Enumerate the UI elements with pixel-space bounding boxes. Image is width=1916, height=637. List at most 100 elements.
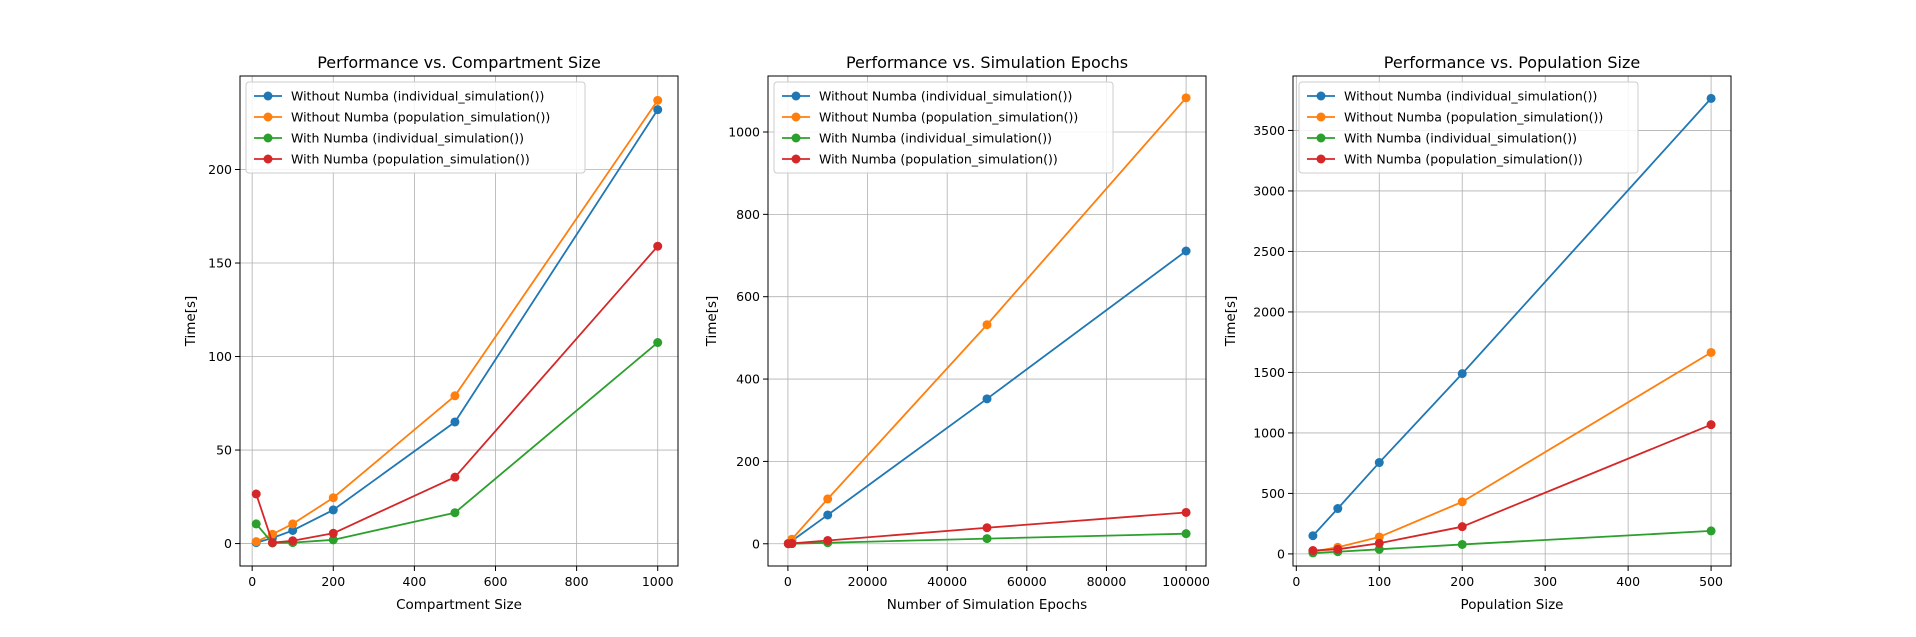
data-point	[653, 241, 663, 251]
data-point	[1706, 420, 1716, 430]
y-tick-label: 3000	[1253, 183, 1285, 198]
data-point	[251, 537, 261, 547]
data-point	[1181, 246, 1191, 256]
x-tick-label: 400	[1616, 574, 1640, 589]
x-tick-label: 200	[321, 574, 345, 589]
data-point	[823, 494, 833, 504]
legend-label: With Numba (individual_simulation())	[291, 131, 524, 146]
data-point	[653, 105, 663, 115]
data-point	[251, 489, 261, 499]
data-point	[787, 538, 797, 548]
x-tick-label: 80000	[1087, 574, 1127, 589]
data-point	[653, 338, 663, 348]
legend-marker	[1316, 133, 1326, 143]
data-point	[328, 528, 338, 538]
y-tick-label: 2500	[1253, 244, 1285, 259]
x-axis-label: Number of Simulation Epochs	[887, 597, 1087, 613]
legend-label: Without Numba (population_simulation())	[819, 110, 1078, 125]
data-point	[1706, 526, 1716, 536]
legend-label: Without Numba (individual_simulation())	[291, 89, 544, 104]
x-tick-label: 100	[1367, 574, 1391, 589]
x-tick-label: 0	[784, 574, 792, 589]
legend-marker	[263, 112, 273, 122]
legend-label: Without Numba (individual_simulation())	[819, 89, 1072, 104]
data-point	[653, 95, 663, 105]
data-point	[1457, 497, 1467, 507]
data-point	[1181, 93, 1191, 103]
data-point	[982, 523, 992, 533]
legend-marker	[1316, 154, 1326, 164]
y-tick-label: 200	[208, 162, 232, 177]
legend: Without Numba (individual_simulation()) W…	[1298, 81, 1639, 174]
legend: Without Numba (individual_simulation()) W…	[773, 81, 1114, 174]
data-point	[1181, 507, 1191, 517]
x-tick-label: 200	[1450, 574, 1474, 589]
y-axis-label: Time[s]	[704, 296, 720, 348]
y-tick-label: 150	[208, 256, 232, 271]
data-point	[1457, 539, 1467, 549]
legend-marker	[1316, 112, 1326, 122]
data-point	[1457, 369, 1467, 379]
data-point	[1181, 529, 1191, 539]
data-point	[450, 391, 460, 401]
legend-label: With Numba (population_simulation())	[291, 152, 530, 167]
legend-label: With Numba (population_simulation())	[1344, 152, 1583, 167]
legend-marker	[263, 154, 273, 164]
y-axis-label: Time[s]	[183, 296, 199, 348]
chart-panel-0: 0 200 400 600 800 1000 0 50 100 150 200 Performance…	[183, 53, 679, 613]
legend-label: With Numba (individual_simulation())	[819, 131, 1052, 146]
legend-box	[245, 81, 586, 174]
chart-title: Performance vs. Compartment Size	[317, 53, 601, 72]
axes-frame	[767, 75, 1207, 567]
x-tick-label: 300	[1533, 574, 1557, 589]
data-point	[823, 510, 833, 520]
data-point	[1706, 347, 1716, 357]
x-tick-label: 1000	[642, 574, 674, 589]
chart-title: Performance vs. Simulation Epochs	[846, 53, 1128, 72]
data-point	[328, 535, 338, 545]
data-point	[450, 417, 460, 427]
data-point	[1308, 546, 1318, 556]
data-point	[328, 505, 338, 515]
legend-label: Without Numba (individual_simulation())	[1344, 89, 1597, 104]
x-tick-label: 0	[248, 574, 256, 589]
axes-frame	[1292, 75, 1732, 567]
y-tick-label: 0	[224, 536, 232, 551]
series-line-3	[255, 245, 659, 544]
y-tick-label: 1000	[728, 125, 760, 140]
legend: Without Numba (individual_simulation()) W…	[245, 81, 586, 174]
y-tick-label: 0	[752, 536, 760, 551]
y-tick-label: 500	[1261, 486, 1285, 501]
legend-marker	[263, 133, 273, 143]
x-axis-label: Population Size	[1461, 597, 1564, 613]
chart-title: Performance vs. Population Size	[1384, 53, 1640, 72]
y-tick-label: 1000	[1253, 425, 1285, 440]
y-tick-label: 50	[216, 443, 232, 458]
y-tick-label: 100	[208, 349, 232, 364]
legend-marker	[791, 112, 801, 122]
data-point	[1333, 544, 1343, 554]
legend-box	[1298, 81, 1639, 174]
legend-label: With Numba (individual_simulation())	[1344, 131, 1577, 146]
y-tick-label: 2000	[1253, 304, 1285, 319]
y-axis-label: Time[s]	[1223, 296, 1239, 348]
data-point	[1374, 532, 1384, 542]
legend-box	[773, 81, 1114, 174]
data-point	[288, 536, 298, 546]
legend-label: Without Numba (population_simulation())	[291, 110, 550, 125]
y-tick-label: 0	[1277, 546, 1285, 561]
x-tick-label: 800	[565, 574, 589, 589]
legend-marker	[263, 91, 273, 101]
legend-marker	[791, 154, 801, 164]
x-tick-label: 40000	[927, 574, 967, 589]
data-point	[267, 538, 277, 548]
legend-label: Without Numba (population_simulation())	[1344, 110, 1603, 125]
legend-marker	[791, 91, 801, 101]
data-point	[288, 519, 298, 529]
legend-marker	[791, 133, 801, 143]
y-tick-label: 800	[736, 207, 760, 222]
y-tick-label: 400	[736, 372, 760, 387]
data-point	[982, 320, 992, 330]
x-tick-label: 400	[402, 574, 426, 589]
